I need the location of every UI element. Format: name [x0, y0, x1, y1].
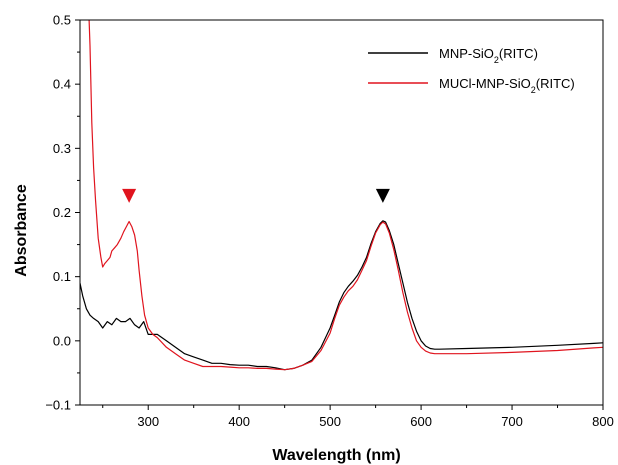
y-tick-label-1: 0.0	[53, 333, 71, 348]
y-tick-label-5: 0.4	[53, 77, 71, 92]
series-line-2	[88, 20, 603, 371]
x-tick-label-700: 700	[501, 414, 523, 429]
x-tick-label-400: 400	[228, 414, 250, 429]
y-axis-title: Absorbance	[13, 184, 30, 277]
legend-label-tail-1: (RITC)	[499, 46, 538, 61]
peak-marker-1	[122, 188, 137, 203]
legend-label-2: MUCl-MNP-SiO2(RITC)	[439, 76, 575, 95]
series-line-1	[80, 220, 603, 371]
y-tick-label-3: 0.2	[53, 205, 71, 220]
x-tick-label-600: 600	[410, 414, 432, 429]
plot-area	[80, 20, 603, 371]
legend-label-tail-2: (RITC)	[536, 76, 575, 91]
legend-label-subscript-1: 2	[494, 55, 499, 65]
legend-label-subscript-2: 2	[531, 85, 536, 95]
x-axis-title: Wavelength (nm)	[272, 447, 400, 464]
x-tick-label-500: 500	[319, 414, 341, 429]
peak-marker-2	[375, 188, 390, 203]
legend-label-main-1: MNP-SiO	[439, 46, 494, 61]
legend: MNP-SiO2(RITC)MUCl-MNP-SiO2(RITC)	[368, 46, 575, 95]
y-tick-label-0: −0.1	[45, 398, 71, 413]
y-tick-label-4: 0.3	[53, 141, 71, 156]
y-tick-label-6: 0.5	[53, 13, 71, 28]
y-tick-label-2: 0.1	[53, 269, 71, 284]
legend-label-main-2: MUCl-MNP-SiO	[439, 76, 531, 91]
axes: 300 400 500 600 700 800 −0.1 0.0 0.1 0.2 0.3 0.4 0.5…	[13, 13, 614, 465]
x-tick-label-300: 300	[137, 414, 159, 429]
x-tick-label-800: 800	[592, 414, 614, 429]
legend-label-1: MNP-SiO2(RITC)	[439, 46, 538, 65]
